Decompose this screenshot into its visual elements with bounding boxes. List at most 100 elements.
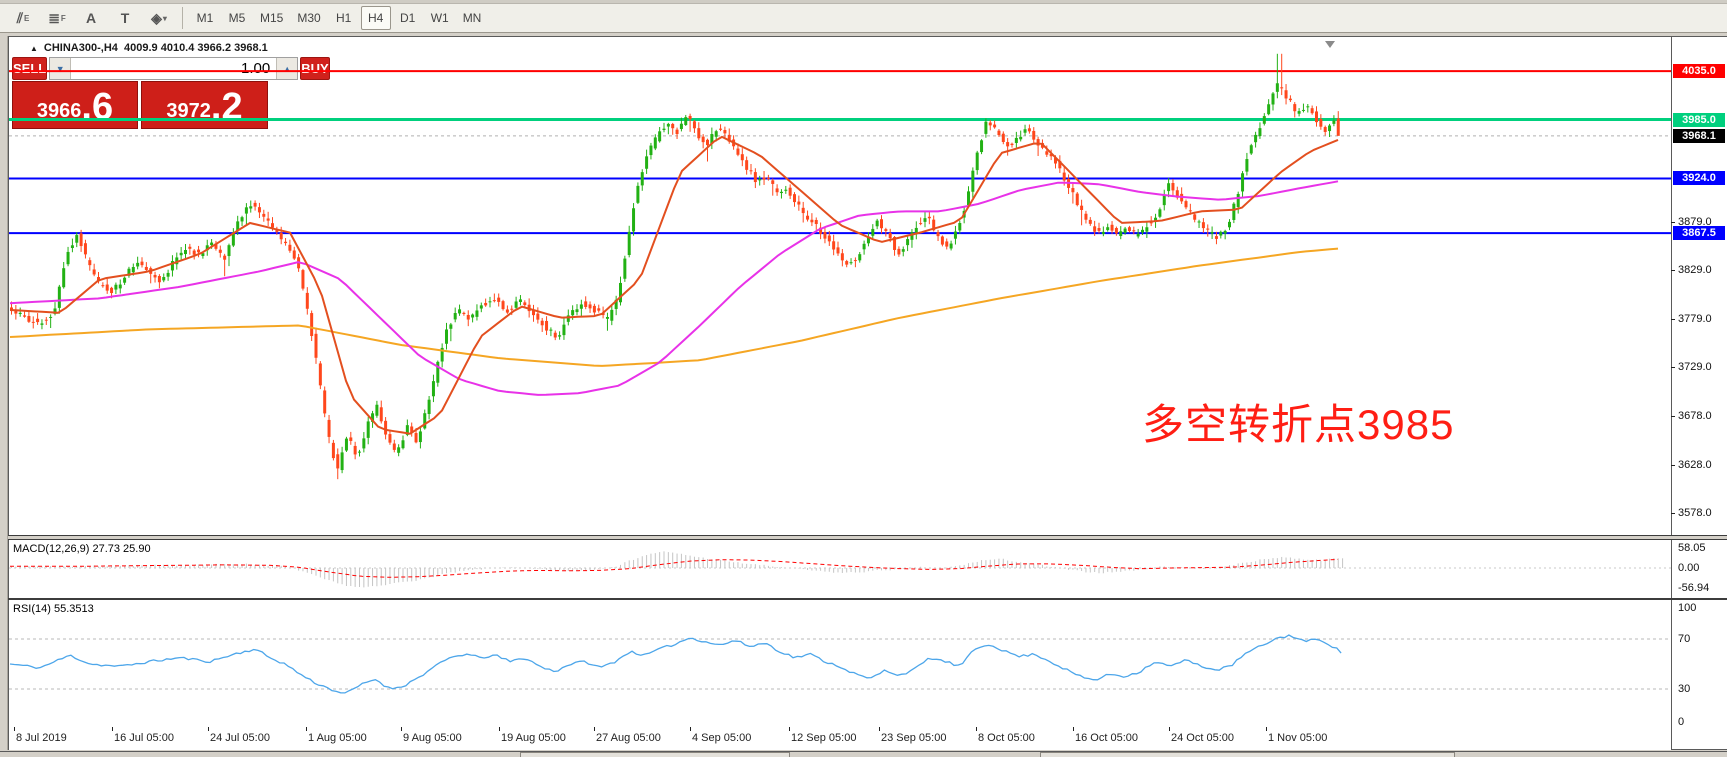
price-tick-label: 3578.0 bbox=[1678, 507, 1712, 519]
shapes-tool-icon[interactable]: ◈ ▾ bbox=[151, 9, 167, 26]
price-tick bbox=[1671, 513, 1675, 514]
buy-price-main: 3972 bbox=[166, 100, 211, 122]
symbol-timeframe-label: CHINA300-,H4 bbox=[43, 42, 118, 54]
chart-window[interactable] bbox=[8, 36, 1727, 750]
rsi-tick-label: 0 bbox=[1678, 716, 1685, 728]
rsi-tick-label: 100 bbox=[1678, 602, 1697, 614]
timeframe-m1-button[interactable]: M1 bbox=[196, 11, 214, 25]
toolbar-separator bbox=[182, 7, 183, 29]
price-tick bbox=[1671, 416, 1675, 418]
rsi-panel[interactable] bbox=[8, 601, 1671, 728]
date-tick bbox=[1266, 727, 1267, 731]
timeframe-m15-button[interactable]: M15 bbox=[260, 11, 284, 25]
candles bbox=[10, 53, 1340, 480]
date-tick bbox=[306, 727, 307, 731]
price-tick bbox=[1671, 318, 1675, 320]
toolbar: ⫽ E ≣ F A T ◈ ▾ M1 M5 M15 M30 H1 H4 D1 W1 MN bbox=[0, 4, 1727, 33]
timeframe-h4-button[interactable]: H4 bbox=[360, 6, 391, 30]
date-tick-label: 24 Jul 05:00 bbox=[210, 732, 270, 744]
date-tick bbox=[208, 727, 209, 731]
support-price-badge: 3924.0 bbox=[1673, 171, 1725, 186]
pivot-price-badge: 3985.0 bbox=[1673, 112, 1725, 127]
chart-ohlc-header: ▲ CHINA300-,H4 4009.9 4010.4 3966.2 3968.… bbox=[30, 42, 268, 54]
bottom-tab bbox=[1040, 752, 1455, 757]
date-tick-label: 27 Aug 05:00 bbox=[596, 732, 661, 744]
timeframe-m30-button[interactable]: M30 bbox=[297, 11, 321, 25]
price-tick-label: 3779.0 bbox=[1678, 312, 1712, 325]
date-tick bbox=[789, 727, 790, 731]
volume-input[interactable] bbox=[71, 58, 277, 79]
rsi-label: RSI(14) 55.3513 bbox=[13, 603, 94, 615]
rsi-line bbox=[9, 634, 1342, 694]
date-tick-label: 8 Oct 05:00 bbox=[978, 732, 1035, 744]
date-tick bbox=[401, 727, 402, 731]
main-price-chart[interactable] bbox=[8, 38, 1671, 535]
price-tick-label: 3729.0 bbox=[1678, 361, 1712, 374]
macd-signal-line bbox=[10, 558, 1339, 578]
timeframe-mn-button[interactable]: MN bbox=[462, 11, 482, 25]
ma-fast-line bbox=[9, 135, 1339, 435]
price-tick-label: 3678.0 bbox=[1678, 410, 1712, 423]
fibonacci-tool-icon[interactable]: ≣ F bbox=[48, 9, 66, 26]
price-tick bbox=[1671, 222, 1675, 223]
current-price-price-badge: 3968.1 bbox=[1673, 128, 1725, 143]
support-price-badge: 3867.5 bbox=[1673, 226, 1725, 241]
timeframe-group: M1 M5 M15 M30 H1 H4 D1 W1 MN bbox=[189, 6, 488, 30]
clipped-toolbar-strip bbox=[0, 0, 1727, 4]
date-tick-label: 9 Aug 05:00 bbox=[403, 732, 462, 744]
date-tick-label: 16 Jul 05:00 bbox=[114, 732, 174, 744]
price-tick bbox=[1671, 464, 1675, 466]
date-tick-label: 23 Sep 05:00 bbox=[881, 732, 947, 744]
ohlc-values: 4009.9 4010.4 3966.2 3968.1 bbox=[124, 42, 268, 54]
price-tick-label: 3628.0 bbox=[1678, 458, 1712, 471]
price-axis-border bbox=[1671, 36, 1672, 750]
volume-decrease-button[interactable]: ▼ bbox=[50, 58, 72, 79]
date-tick-label: 24 Oct 05:00 bbox=[1171, 732, 1234, 744]
date-tick bbox=[499, 727, 500, 731]
rsi-tick-label: 70 bbox=[1678, 633, 1691, 645]
bottom-edge-strip bbox=[0, 751, 1727, 757]
date-tick bbox=[594, 727, 595, 731]
timeframe-w1-button[interactable]: W1 bbox=[430, 11, 449, 25]
textbox-tool-icon[interactable]: T bbox=[120, 10, 130, 26]
timeframe-d1-button[interactable]: D1 bbox=[400, 11, 416, 25]
resistance-price-badge: 4035.0 bbox=[1673, 64, 1725, 79]
price-tick-label: 3829.0 bbox=[1678, 264, 1712, 277]
date-tick bbox=[690, 727, 691, 731]
drawing-tools-group: ⫽ E ≣ F A T ◈ ▾ bbox=[6, 6, 176, 30]
chart-annotation-text: 多空转折点3985 bbox=[1142, 401, 1455, 448]
date-tick-label: 19 Aug 05:00 bbox=[501, 732, 566, 744]
timeframe-h1-button[interactable]: H1 bbox=[336, 11, 352, 25]
ma-mid-line bbox=[9, 180, 1339, 396]
date-tick bbox=[976, 727, 977, 731]
chart-shift-marker[interactable] bbox=[1325, 41, 1335, 48]
volume-increase-button[interactable]: ▲ bbox=[276, 58, 298, 79]
date-tick bbox=[112, 727, 113, 731]
text-label-tool-icon[interactable]: A bbox=[85, 10, 97, 26]
price-tick-label: 3879.0 bbox=[1678, 216, 1712, 228]
bottom-tab bbox=[520, 752, 790, 757]
rsi-tick-label: 30 bbox=[1678, 683, 1691, 695]
date-tick bbox=[879, 727, 880, 731]
collapse-arrow-icon[interactable]: ▲ bbox=[30, 44, 38, 53]
date-tick-label: 8 Jul 2019 bbox=[16, 732, 67, 744]
date-tick-label: 12 Sep 05:00 bbox=[791, 732, 857, 744]
sell-button[interactable]: SELL bbox=[12, 57, 48, 80]
macd-panel-separator[interactable] bbox=[8, 535, 1727, 540]
rsi-panel-separator[interactable] bbox=[8, 598, 1727, 600]
price-tick bbox=[1671, 367, 1675, 369]
sell-price-main: 3966 bbox=[36, 100, 82, 122]
date-tick-label: 1 Nov 05:00 bbox=[1268, 732, 1328, 744]
date-tick-label: 1 Aug 05:00 bbox=[308, 732, 367, 744]
macd-panel[interactable] bbox=[8, 541, 1671, 598]
timeframe-m5-button[interactable]: M5 bbox=[228, 11, 246, 25]
ma-slow-line bbox=[9, 247, 1339, 367]
date-axis-strip[interactable] bbox=[9, 728, 1671, 750]
macd-label: MACD(12,26,9) 27.73 25.90 bbox=[13, 543, 151, 555]
buy-button[interactable]: BUY bbox=[300, 57, 330, 80]
macd-tick-label: -56.94 bbox=[1678, 581, 1710, 594]
macd-tick-label: 58.05 bbox=[1678, 541, 1706, 554]
date-tick-label: 16 Oct 05:00 bbox=[1075, 732, 1138, 744]
equidistant-channel-tool-icon[interactable]: ⫽ E bbox=[16, 9, 30, 26]
price-tick bbox=[1671, 270, 1675, 272]
